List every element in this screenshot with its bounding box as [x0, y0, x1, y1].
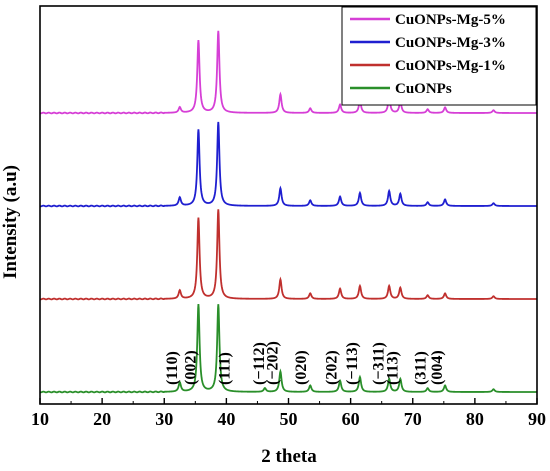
annotation-group: (110) (002) (111) (−112)(−202) (020) (202) (−1…	[164, 341, 446, 385]
x-tick-label: 10	[31, 409, 49, 429]
peak-annotation: (110)	[164, 351, 181, 385]
trace-group	[39, 30, 537, 394]
peak-annotation: (−311)	[371, 342, 388, 385]
peak-annotation: (113)	[384, 351, 401, 385]
peak-annotation: (020)	[293, 350, 310, 385]
x-tick-label: 70	[404, 409, 422, 429]
legend-label: CuONPs-Mg-5%	[395, 12, 506, 28]
peak-annotation: (311)	[412, 351, 429, 385]
legend-label: CuONPs-Mg-1%	[395, 58, 506, 74]
peak-annotation: (−202)	[264, 341, 281, 385]
x-tick-label: 20	[93, 409, 111, 429]
x-tick-label: 50	[280, 409, 298, 429]
peak-annotation: (004)	[429, 350, 446, 385]
x-tick-label: 90	[528, 409, 546, 429]
series-trace	[39, 30, 537, 115]
peak-annotation: (202)	[323, 350, 340, 385]
x-tick-label: 60	[342, 409, 360, 429]
x-ticks: 10 20 30 40 50 60 70 80 90	[31, 398, 546, 429]
legend-label: CuONPs-Mg-3%	[395, 35, 506, 51]
legend-label: CuONPs	[395, 81, 452, 97]
x-tick-label: 40	[217, 409, 235, 429]
peak-annotation: (002)	[182, 350, 199, 385]
x-tick-label: 30	[155, 409, 173, 429]
peak-annotation: (−112)	[251, 342, 268, 385]
y-axis-label: Intensity (a.u)	[0, 165, 21, 279]
series-trace	[39, 121, 537, 208]
peak-annotation: (111)	[217, 352, 234, 385]
x-tick-label: 80	[466, 409, 484, 429]
series-trace	[39, 209, 537, 301]
plot-frame	[39, 5, 538, 405]
series-trace	[39, 304, 537, 394]
legend: CuONPs-Mg-5% CuONPs-Mg-3% CuONPs-Mg-1% CuON…	[341, 6, 537, 106]
x-axis-label: 2 theta	[261, 446, 317, 467]
peak-annotation: (−113)	[344, 342, 361, 385]
